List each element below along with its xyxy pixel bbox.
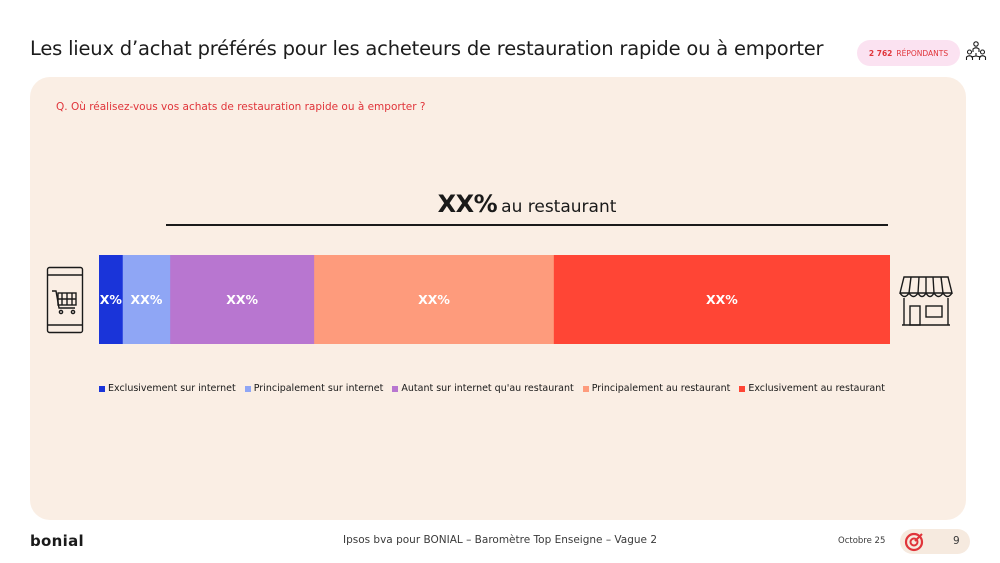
legend-swatch-5 xyxy=(739,385,746,392)
headline-value: XX% xyxy=(437,190,498,218)
legend-label-2: Principalement sur internet xyxy=(253,383,384,394)
respondents-count: 2 762 xyxy=(868,48,893,58)
target-icon xyxy=(904,532,924,552)
legend-item-4: Principalement au restaurant xyxy=(582,383,731,394)
bar-segment-5 xyxy=(553,255,890,344)
legend-swatch-3 xyxy=(392,385,399,392)
chart-legend: Exclusivement sur internet Principalement… xyxy=(99,383,885,394)
footer-source: Ipsos bva pour BONIAL – Baromètre Top En… xyxy=(342,534,658,546)
page-title: Les lieux d’achat préférés pour les ache… xyxy=(30,37,824,60)
legend-label-4: Principalement au restaurant xyxy=(591,383,731,394)
bar-label-1: X% xyxy=(100,292,123,307)
legend-item-2: Principalement sur internet xyxy=(244,383,384,394)
bonial-logo: bonial xyxy=(30,532,84,550)
legend-swatch-4 xyxy=(582,385,589,392)
respondents-label: RÉPONDANTS xyxy=(896,48,949,58)
respondents-badge: 2 762 RÉPONDANTS xyxy=(857,40,960,66)
phone-cart-icon xyxy=(46,266,84,334)
legend-label-5: Exclusivement au restaurant xyxy=(748,383,885,394)
bar-segment-1 xyxy=(99,255,124,344)
legend-label-3: Autant sur internet qu'au restaurant xyxy=(401,383,574,394)
question-text: Q. Où réalisez-vous vos achats de restau… xyxy=(56,101,426,113)
headline-text: au restaurant xyxy=(501,197,617,217)
bar-segment-4 xyxy=(314,255,555,344)
bar-label-5: XX% xyxy=(706,292,738,307)
headline-rule xyxy=(166,224,888,226)
legend-item-5: Exclusivement au restaurant xyxy=(739,383,885,394)
people-icon xyxy=(965,41,987,60)
headline: XX% au restaurant xyxy=(166,190,888,218)
store-icon xyxy=(899,276,953,326)
stacked-bar-chart: X% XX% XX% XX% XX% xyxy=(99,255,890,344)
legend-item-3: Autant sur internet qu'au restaurant xyxy=(392,383,574,394)
bar-label-2: XX% xyxy=(131,292,163,307)
legend-swatch-2 xyxy=(244,385,251,392)
bar-segment-3 xyxy=(170,255,315,344)
bar-segment-2 xyxy=(122,255,171,344)
footer-date: Octobre 25 xyxy=(838,536,886,546)
bar-label-4: XX% xyxy=(418,292,450,307)
legend-swatch-1 xyxy=(99,385,105,392)
legend-label-1: Exclusivement sur internet xyxy=(108,383,236,394)
page-number: 9 xyxy=(953,535,960,547)
legend-item-1: Exclusivement sur internet xyxy=(99,383,236,394)
bar-label-3: XX% xyxy=(226,292,258,307)
